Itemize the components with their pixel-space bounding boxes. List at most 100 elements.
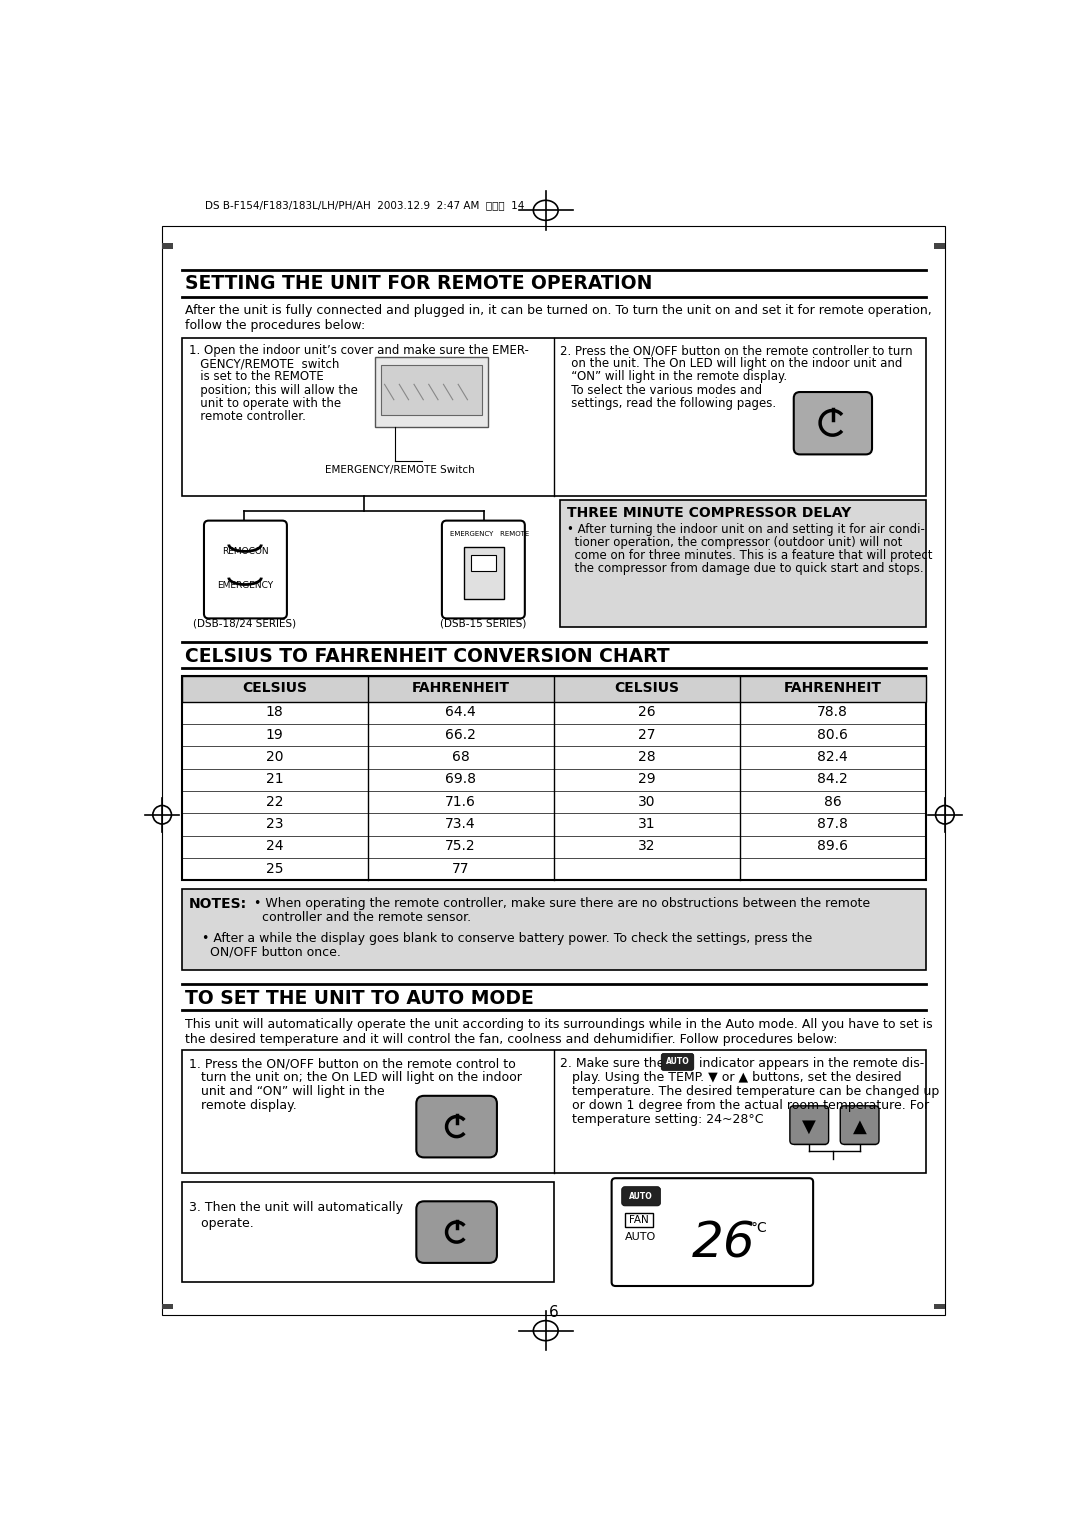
Text: 18: 18 (266, 706, 283, 720)
Text: 26: 26 (692, 1219, 756, 1267)
Text: 1. Open the indoor unit’s cover and make sure the EMER-: 1. Open the indoor unit’s cover and make… (189, 344, 529, 358)
Bar (181, 677, 926, 880)
Text: ▼: ▼ (802, 1117, 816, 1135)
Text: • After a while the display goes blank to conserve battery power. To check the s: • After a while the display goes blank t… (202, 932, 812, 944)
Text: °C: °C (751, 1221, 768, 1235)
Text: 23: 23 (266, 817, 283, 831)
Text: come on for three minutes. This is a feature that will protect: come on for three minutes. This is a fea… (567, 549, 933, 562)
Text: 28: 28 (637, 750, 656, 764)
Text: FAHRENHEIT: FAHRENHEIT (411, 681, 510, 695)
Text: 87.8: 87.8 (818, 817, 848, 831)
Text: controller and the remote sensor.: controller and the remote sensor. (254, 911, 471, 924)
Text: 20: 20 (266, 750, 283, 764)
Text: unit and “ON” will light in the: unit and “ON” will light in the (189, 1085, 384, 1099)
Bar (463, 547, 504, 599)
Text: CELSIUS TO FAHRENHEIT CONVERSION CHART: CELSIUS TO FAHRENHEIT CONVERSION CHART (186, 646, 670, 666)
Text: 64.4: 64.4 (445, 706, 476, 720)
Text: CELSIUS: CELSIUS (242, 681, 307, 695)
Text: 29: 29 (637, 772, 656, 787)
Bar (471, 555, 496, 571)
Text: 30: 30 (638, 795, 656, 808)
Text: indicator appears in the remote dis-: indicator appears in the remote dis- (694, 1057, 923, 1070)
Text: 69.8: 69.8 (445, 772, 476, 787)
Text: 19: 19 (266, 727, 283, 741)
Text: 22: 22 (266, 795, 283, 808)
Text: • When operating the remote controller, make sure there are no obstructions betw: • When operating the remote controller, … (254, 897, 869, 911)
Text: GENCY/REMOTE  switch: GENCY/REMOTE switch (189, 358, 339, 370)
Text: on the unit. The On LED will light on the indoor unit and: on the unit. The On LED will light on th… (559, 358, 902, 370)
Text: 71.6: 71.6 (445, 795, 476, 808)
Text: THREE MINUTE COMPRESSOR DELAY: THREE MINUTE COMPRESSOR DELAY (567, 506, 852, 520)
Text: turn the unit on; the On LED will light on the indoor: turn the unit on; the On LED will light … (189, 1071, 522, 1085)
Text: REMOCON: REMOCON (221, 547, 268, 556)
FancyBboxPatch shape (611, 1178, 813, 1287)
Text: EMERGENCY   REMOTE: EMERGENCY REMOTE (450, 532, 529, 538)
Text: • After turning the indoor unit on and setting it for air condi-: • After turning the indoor unit on and s… (567, 523, 926, 536)
Text: 84.2: 84.2 (818, 772, 848, 787)
Text: 26: 26 (637, 706, 656, 720)
Text: (DSB-15 SERIES): (DSB-15 SERIES) (440, 619, 526, 628)
Bar (934, 1303, 945, 1309)
Text: 2. Make sure the: 2. Make sure the (559, 1057, 669, 1070)
Text: AUTO: AUTO (625, 1232, 656, 1242)
Text: AUTO: AUTO (630, 1192, 653, 1201)
Text: 21: 21 (266, 772, 283, 787)
Text: “ON” will light in the remote display.: “ON” will light in the remote display. (559, 370, 787, 384)
Bar (181, 1183, 554, 1282)
Text: SETTING THE UNIT FOR REMOTE OPERATION: SETTING THE UNIT FOR REMOTE OPERATION (186, 274, 652, 293)
Bar (181, 338, 926, 497)
Text: 77: 77 (451, 862, 469, 876)
Bar (181, 677, 926, 701)
Bar (625, 1213, 652, 1227)
Bar (162, 1303, 173, 1309)
Text: play. Using the TEMP. ▼ or ▲ buttons, set the desired: play. Using the TEMP. ▼ or ▲ buttons, se… (559, 1071, 902, 1085)
Text: 73.4: 73.4 (445, 817, 476, 831)
Text: 3. Then the unit will automatically: 3. Then the unit will automatically (189, 1201, 403, 1215)
Text: remote display.: remote display. (189, 1099, 297, 1112)
FancyBboxPatch shape (794, 393, 872, 454)
Text: the compressor from damage due to quick start and stops.: the compressor from damage due to quick … (567, 562, 924, 575)
Text: 82.4: 82.4 (818, 750, 848, 764)
Text: 27: 27 (638, 727, 656, 741)
Text: NOTES:: NOTES: (189, 897, 247, 911)
Text: or down 1 degree from the actual room temperature. For: or down 1 degree from the actual room te… (559, 1099, 929, 1112)
FancyBboxPatch shape (622, 1187, 661, 1206)
Text: ▲: ▲ (853, 1117, 866, 1135)
Text: To select the various modes and: To select the various modes and (559, 384, 761, 397)
Text: 31: 31 (637, 817, 656, 831)
FancyBboxPatch shape (416, 1096, 497, 1157)
Text: 1. Press the ON/OFF button on the remote control to: 1. Press the ON/OFF button on the remote… (189, 1057, 516, 1070)
FancyBboxPatch shape (840, 1106, 879, 1144)
Text: 75.2: 75.2 (445, 839, 476, 853)
Text: DS B-F154/F183/183L/LH/PH/AH  2003.12.9  2:47 AM  페이지  14: DS B-F154/F183/183L/LH/PH/AH 2003.12.9 2… (205, 200, 524, 211)
Text: EMERGENCY: EMERGENCY (217, 581, 273, 590)
Text: 66.2: 66.2 (445, 727, 476, 741)
FancyBboxPatch shape (661, 1053, 693, 1071)
Text: position; this will allow the: position; this will allow the (189, 384, 359, 397)
FancyBboxPatch shape (204, 521, 287, 619)
FancyBboxPatch shape (789, 1106, 828, 1144)
Text: ON/OFF button once.: ON/OFF button once. (202, 946, 340, 958)
Text: 80.6: 80.6 (818, 727, 848, 741)
Text: 68: 68 (451, 750, 470, 764)
Bar (381, 365, 482, 416)
Bar (375, 358, 488, 426)
Bar (162, 243, 173, 249)
Text: 32: 32 (638, 839, 656, 853)
Bar (559, 500, 926, 626)
Bar (181, 1050, 926, 1174)
Text: CELSIUS: CELSIUS (615, 681, 679, 695)
Text: This unit will automatically operate the unit according to its surroundings whil: This unit will automatically operate the… (186, 1018, 933, 1047)
Text: temperature setting: 24~28°C: temperature setting: 24~28°C (559, 1112, 764, 1126)
Text: After the unit is fully connected and plugged in, it can be turned on. To turn t: After the unit is fully connected and pl… (186, 304, 932, 332)
Text: FAHRENHEIT: FAHRENHEIT (783, 681, 881, 695)
Text: unit to operate with the: unit to operate with the (189, 397, 341, 410)
Text: 24: 24 (266, 839, 283, 853)
Text: FAN: FAN (629, 1215, 649, 1225)
FancyBboxPatch shape (442, 521, 525, 619)
Text: settings, read the following pages.: settings, read the following pages. (559, 397, 775, 410)
Bar (181, 889, 926, 970)
Text: 25: 25 (266, 862, 283, 876)
Text: 89.6: 89.6 (816, 839, 848, 853)
Text: tioner operation, the compressor (outdoor unit) will not: tioner operation, the compressor (outdoo… (567, 536, 903, 549)
